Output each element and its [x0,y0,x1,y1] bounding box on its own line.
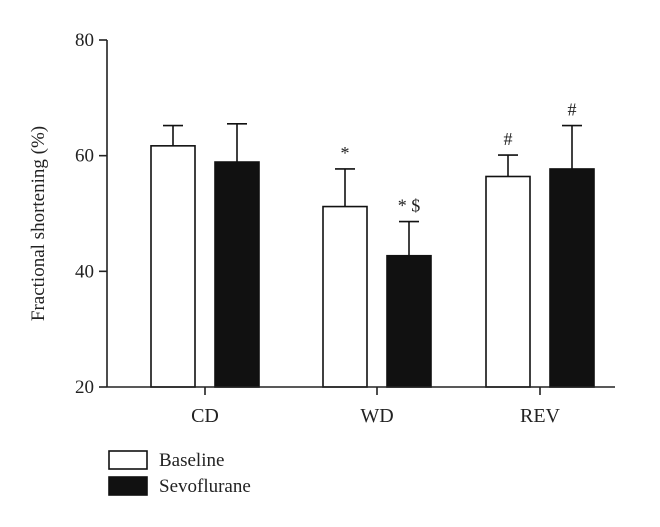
bar-sevoflurane [386,254,432,388]
x-category-label: CD [191,405,219,427]
bar-baseline [150,145,196,388]
axis-layer: 20 40 60 80 CD WD REV [75,30,615,427]
y-tick-label: 40 [75,261,94,282]
y-tick-label: 60 [75,146,94,167]
significance-marker: * [341,143,350,163]
x-category-label: REV [520,405,561,427]
legend: Baseline Sevoflurane [108,450,251,497]
legend-label-sevoflurane: Sevoflurane [159,476,251,497]
significance-marker: # [568,100,577,120]
bar-sevoflurane [214,161,260,388]
bars-layer: * * $ # # [150,100,595,388]
bar-baseline [485,175,531,388]
bar-baseline [322,205,368,388]
legend-swatch-baseline [108,450,148,470]
significance-marker: # [504,129,513,149]
legend-label-baseline: Baseline [159,450,224,471]
bar-sevoflurane [549,168,595,388]
y-tick-label: 80 [75,30,94,51]
legend-swatch-sevoflurane [108,476,148,496]
x-category-label: WD [360,405,393,427]
y-tick-label: 20 [75,377,94,398]
significance-marker: * $ [398,196,421,216]
y-axis-label: Fractional shortening (%) [28,126,49,321]
